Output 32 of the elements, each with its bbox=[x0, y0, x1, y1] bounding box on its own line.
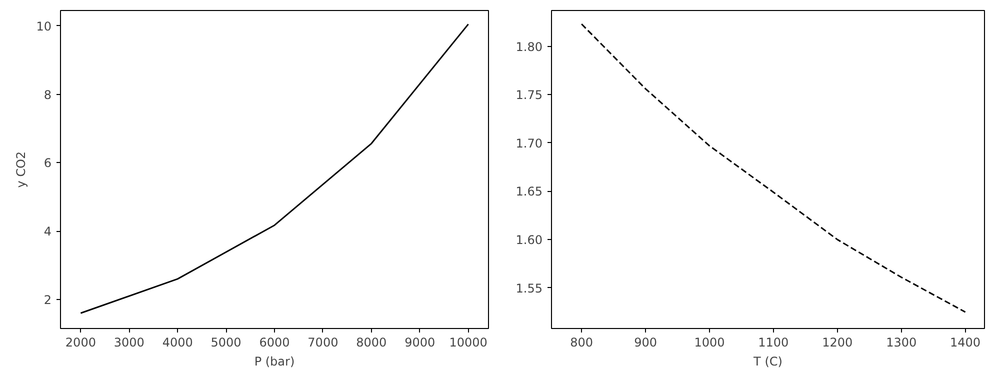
y-tick-label: 1.55 bbox=[516, 281, 542, 296]
y-tick-label: 8 bbox=[44, 88, 52, 102]
y-tick-label: 1.60 bbox=[516, 233, 542, 248]
x-tick-label: 3000 bbox=[114, 336, 144, 350]
y-tick-label: 1.70 bbox=[516, 136, 542, 150]
x-tick-label: 800 bbox=[570, 336, 594, 350]
x-tick-label: 9000 bbox=[404, 336, 436, 350]
y-tick-label: 1.80 bbox=[516, 40, 542, 54]
line-series bbox=[580, 23, 966, 313]
x-tick-label: 8000 bbox=[356, 336, 387, 350]
y-tick-label: 10 bbox=[36, 19, 52, 34]
x-tick-label: 1000 bbox=[694, 336, 725, 350]
x-tick-label: 1100 bbox=[758, 336, 789, 350]
y-tick-label: 1.65 bbox=[516, 184, 542, 199]
x-tick-label: 4000 bbox=[162, 336, 193, 350]
y-tick-label: 4 bbox=[44, 224, 52, 239]
x-axis-title: T (C) bbox=[752, 354, 782, 368]
x-tick-label: 5000 bbox=[210, 336, 242, 350]
y-tick-label: 2 bbox=[44, 292, 52, 307]
x-tick-label: 2000 bbox=[65, 336, 96, 350]
x-tick-label: 1300 bbox=[886, 336, 917, 350]
x-tick-label: 7000 bbox=[308, 336, 338, 350]
line-series bbox=[80, 23, 470, 314]
x-tick-label: 1400 bbox=[950, 336, 981, 350]
x-tick-label: 10000 bbox=[449, 336, 488, 350]
x-tick-label: 6000 bbox=[259, 336, 290, 350]
y-tick-label: 6 bbox=[44, 156, 52, 170]
x-tick-label: 1200 bbox=[822, 336, 853, 350]
x-axis-title: P (bar) bbox=[254, 354, 295, 368]
y-axis-title: y CO2 bbox=[14, 151, 28, 188]
x-tick-label: 900 bbox=[634, 336, 657, 350]
y-tick-label: 1.75 bbox=[516, 88, 542, 102]
